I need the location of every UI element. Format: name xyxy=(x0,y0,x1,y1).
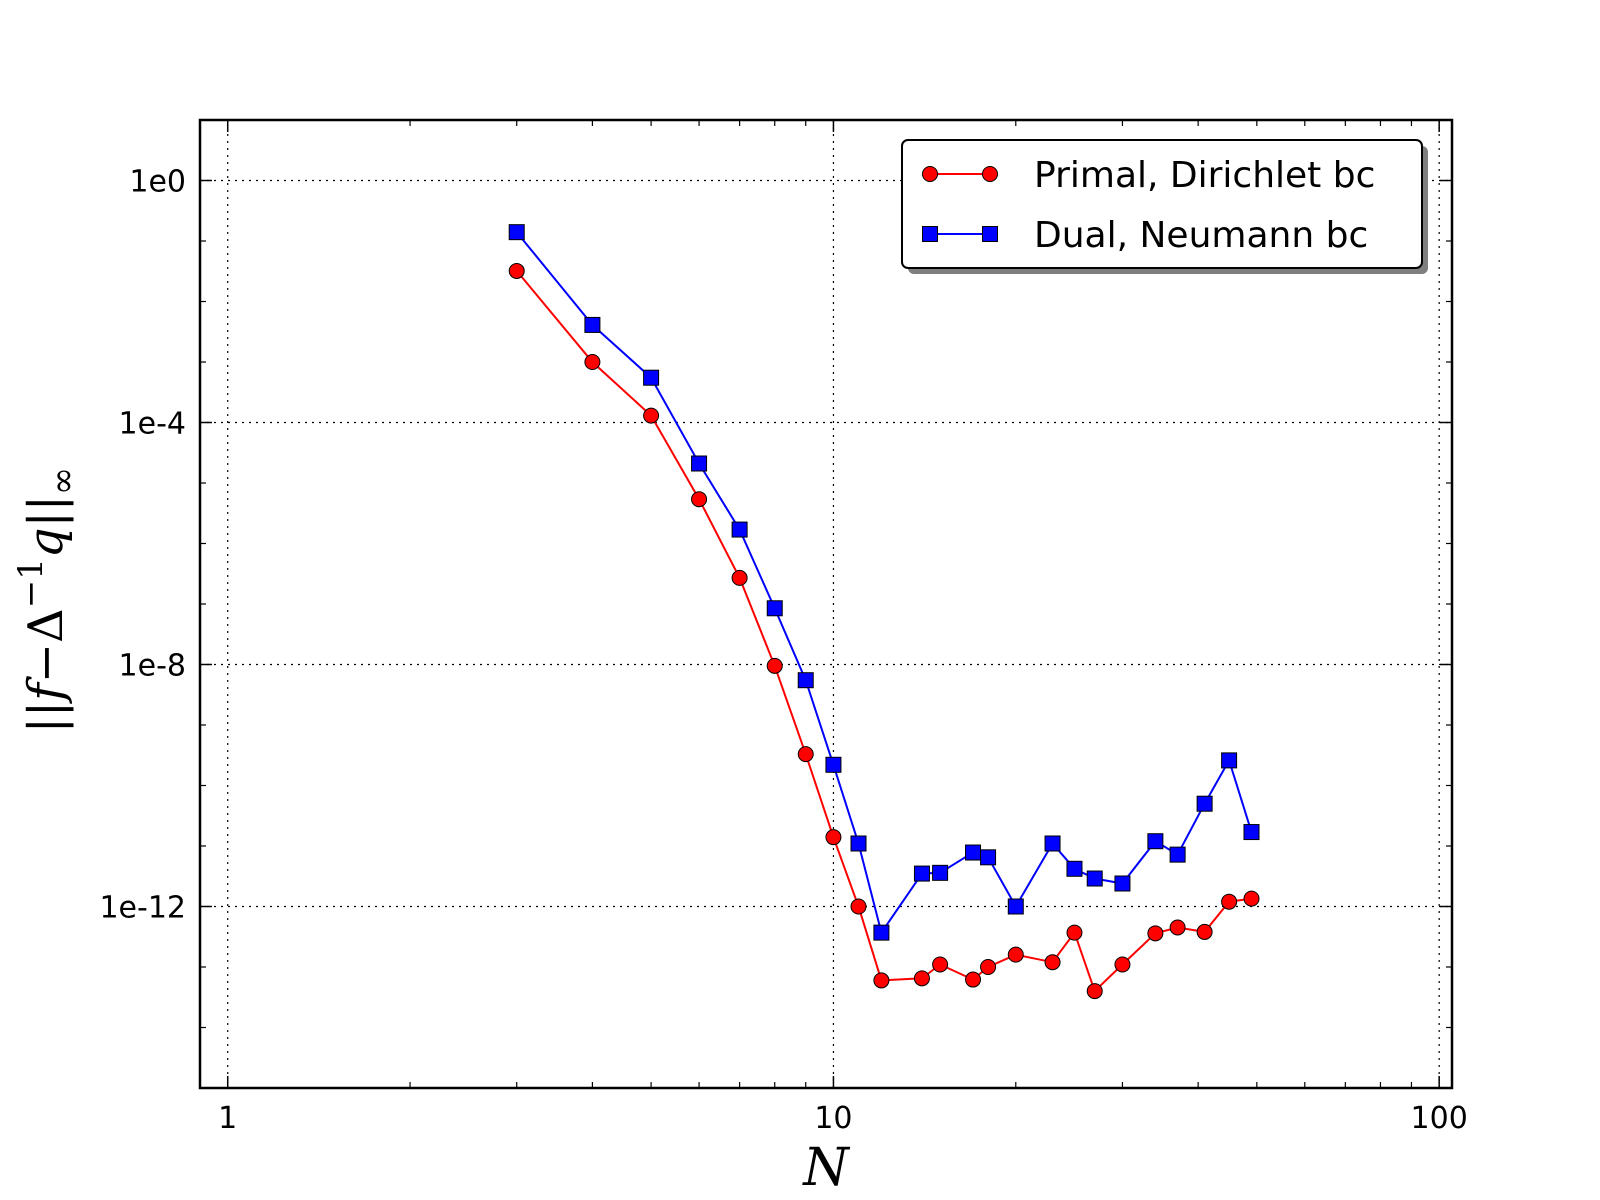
legend-marker-dual xyxy=(982,226,998,242)
data-point-primal xyxy=(1196,923,1213,940)
y-label-norm-close: || xyxy=(18,495,74,527)
data-point-primal xyxy=(508,262,525,279)
data-point-dual xyxy=(584,316,601,333)
data-point-dual xyxy=(965,844,982,861)
data-point-dual xyxy=(1243,824,1260,841)
data-point-dual xyxy=(1196,795,1213,812)
plot-frame xyxy=(198,118,1454,1090)
data-point-dual xyxy=(850,835,867,852)
data-point-primal xyxy=(965,971,982,988)
data-point-dual xyxy=(1007,898,1024,915)
data-point-primal xyxy=(584,354,601,370)
data-point-dual xyxy=(1044,835,1061,852)
y-tick-label: 1e-12 xyxy=(99,891,186,926)
data-point-primal xyxy=(932,956,949,973)
data-point-dual xyxy=(508,224,525,241)
y-axis-label: ||f−Δ−1q||∞ xyxy=(11,467,83,734)
data-point-primal xyxy=(913,970,930,987)
data-point-dual xyxy=(1114,875,1131,892)
y-label-subscript: ∞ xyxy=(43,467,83,495)
y-label-q: q xyxy=(18,527,74,558)
x-tick-label: 10 xyxy=(814,1101,852,1136)
data-point-primal xyxy=(1044,954,1061,971)
legend-marker-primal xyxy=(922,166,938,182)
data-point-primal xyxy=(731,569,748,586)
data-point-primal xyxy=(1007,946,1024,963)
y-label-minus: − xyxy=(18,643,74,683)
data-point-primal xyxy=(797,746,814,763)
data-point-dual xyxy=(913,865,930,882)
data-point-dual xyxy=(1086,870,1103,887)
data-point-primal xyxy=(766,657,783,674)
data-point-dual xyxy=(1066,860,1083,877)
x-axis-label: N xyxy=(801,1138,850,1198)
data-point-dual xyxy=(873,924,890,941)
data-point-dual xyxy=(691,455,708,472)
data-point-primal xyxy=(643,407,660,424)
legend: Primal, Dirichlet bc Dual, Neumann bc xyxy=(901,139,1428,274)
data-point-primal xyxy=(1086,983,1103,1000)
y-tick-label: 1e-4 xyxy=(119,407,186,442)
x-tick-label: 100 xyxy=(1411,1101,1468,1136)
x-tick-label: 1 xyxy=(218,1101,237,1136)
data-point-primal xyxy=(1169,919,1186,936)
data-point-dual xyxy=(980,849,997,866)
data-point-primal xyxy=(850,898,867,915)
data-point-primal xyxy=(825,829,842,846)
series-layer xyxy=(508,224,1260,1000)
data-point-primal xyxy=(1243,890,1260,907)
data-point-dual xyxy=(731,521,748,538)
y-label-norm-open: || xyxy=(18,701,74,733)
legend-label-primal: Primal, Dirichlet bc xyxy=(1034,155,1375,196)
legend-marker-primal xyxy=(982,166,998,182)
y-label-superscript: −1 xyxy=(11,558,51,608)
data-point-dual xyxy=(643,369,660,386)
ticks-layer: 1 10 100 1e0 1e-4 1e-8 1e-12 xyxy=(99,119,1468,1136)
data-point-dual xyxy=(797,672,814,689)
data-point-primal xyxy=(873,972,890,989)
data-point-primal xyxy=(1147,925,1164,942)
y-label-delta: Δ xyxy=(18,608,74,643)
data-point-dual xyxy=(825,756,842,773)
data-point-primal xyxy=(980,959,997,975)
data-point-dual xyxy=(1169,846,1186,863)
data-point-dual xyxy=(1221,752,1238,769)
y-tick-label: 1e0 xyxy=(129,165,186,200)
data-point-dual xyxy=(766,600,783,617)
data-point-primal xyxy=(1221,893,1238,910)
legend-box xyxy=(901,139,1423,269)
data-point-primal xyxy=(691,491,708,508)
data-point-dual xyxy=(1147,833,1164,850)
legend-marker-dual xyxy=(922,226,938,242)
y-tick-label: 1e-8 xyxy=(119,649,186,684)
data-point-primal xyxy=(1066,924,1083,941)
svg-text:||f−Δ−1q||∞: ||f−Δ−1q||∞ xyxy=(11,467,83,734)
legend-label-dual: Dual, Neumann bc xyxy=(1034,215,1368,256)
data-point-dual xyxy=(932,864,949,881)
data-point-primal xyxy=(1114,956,1131,973)
